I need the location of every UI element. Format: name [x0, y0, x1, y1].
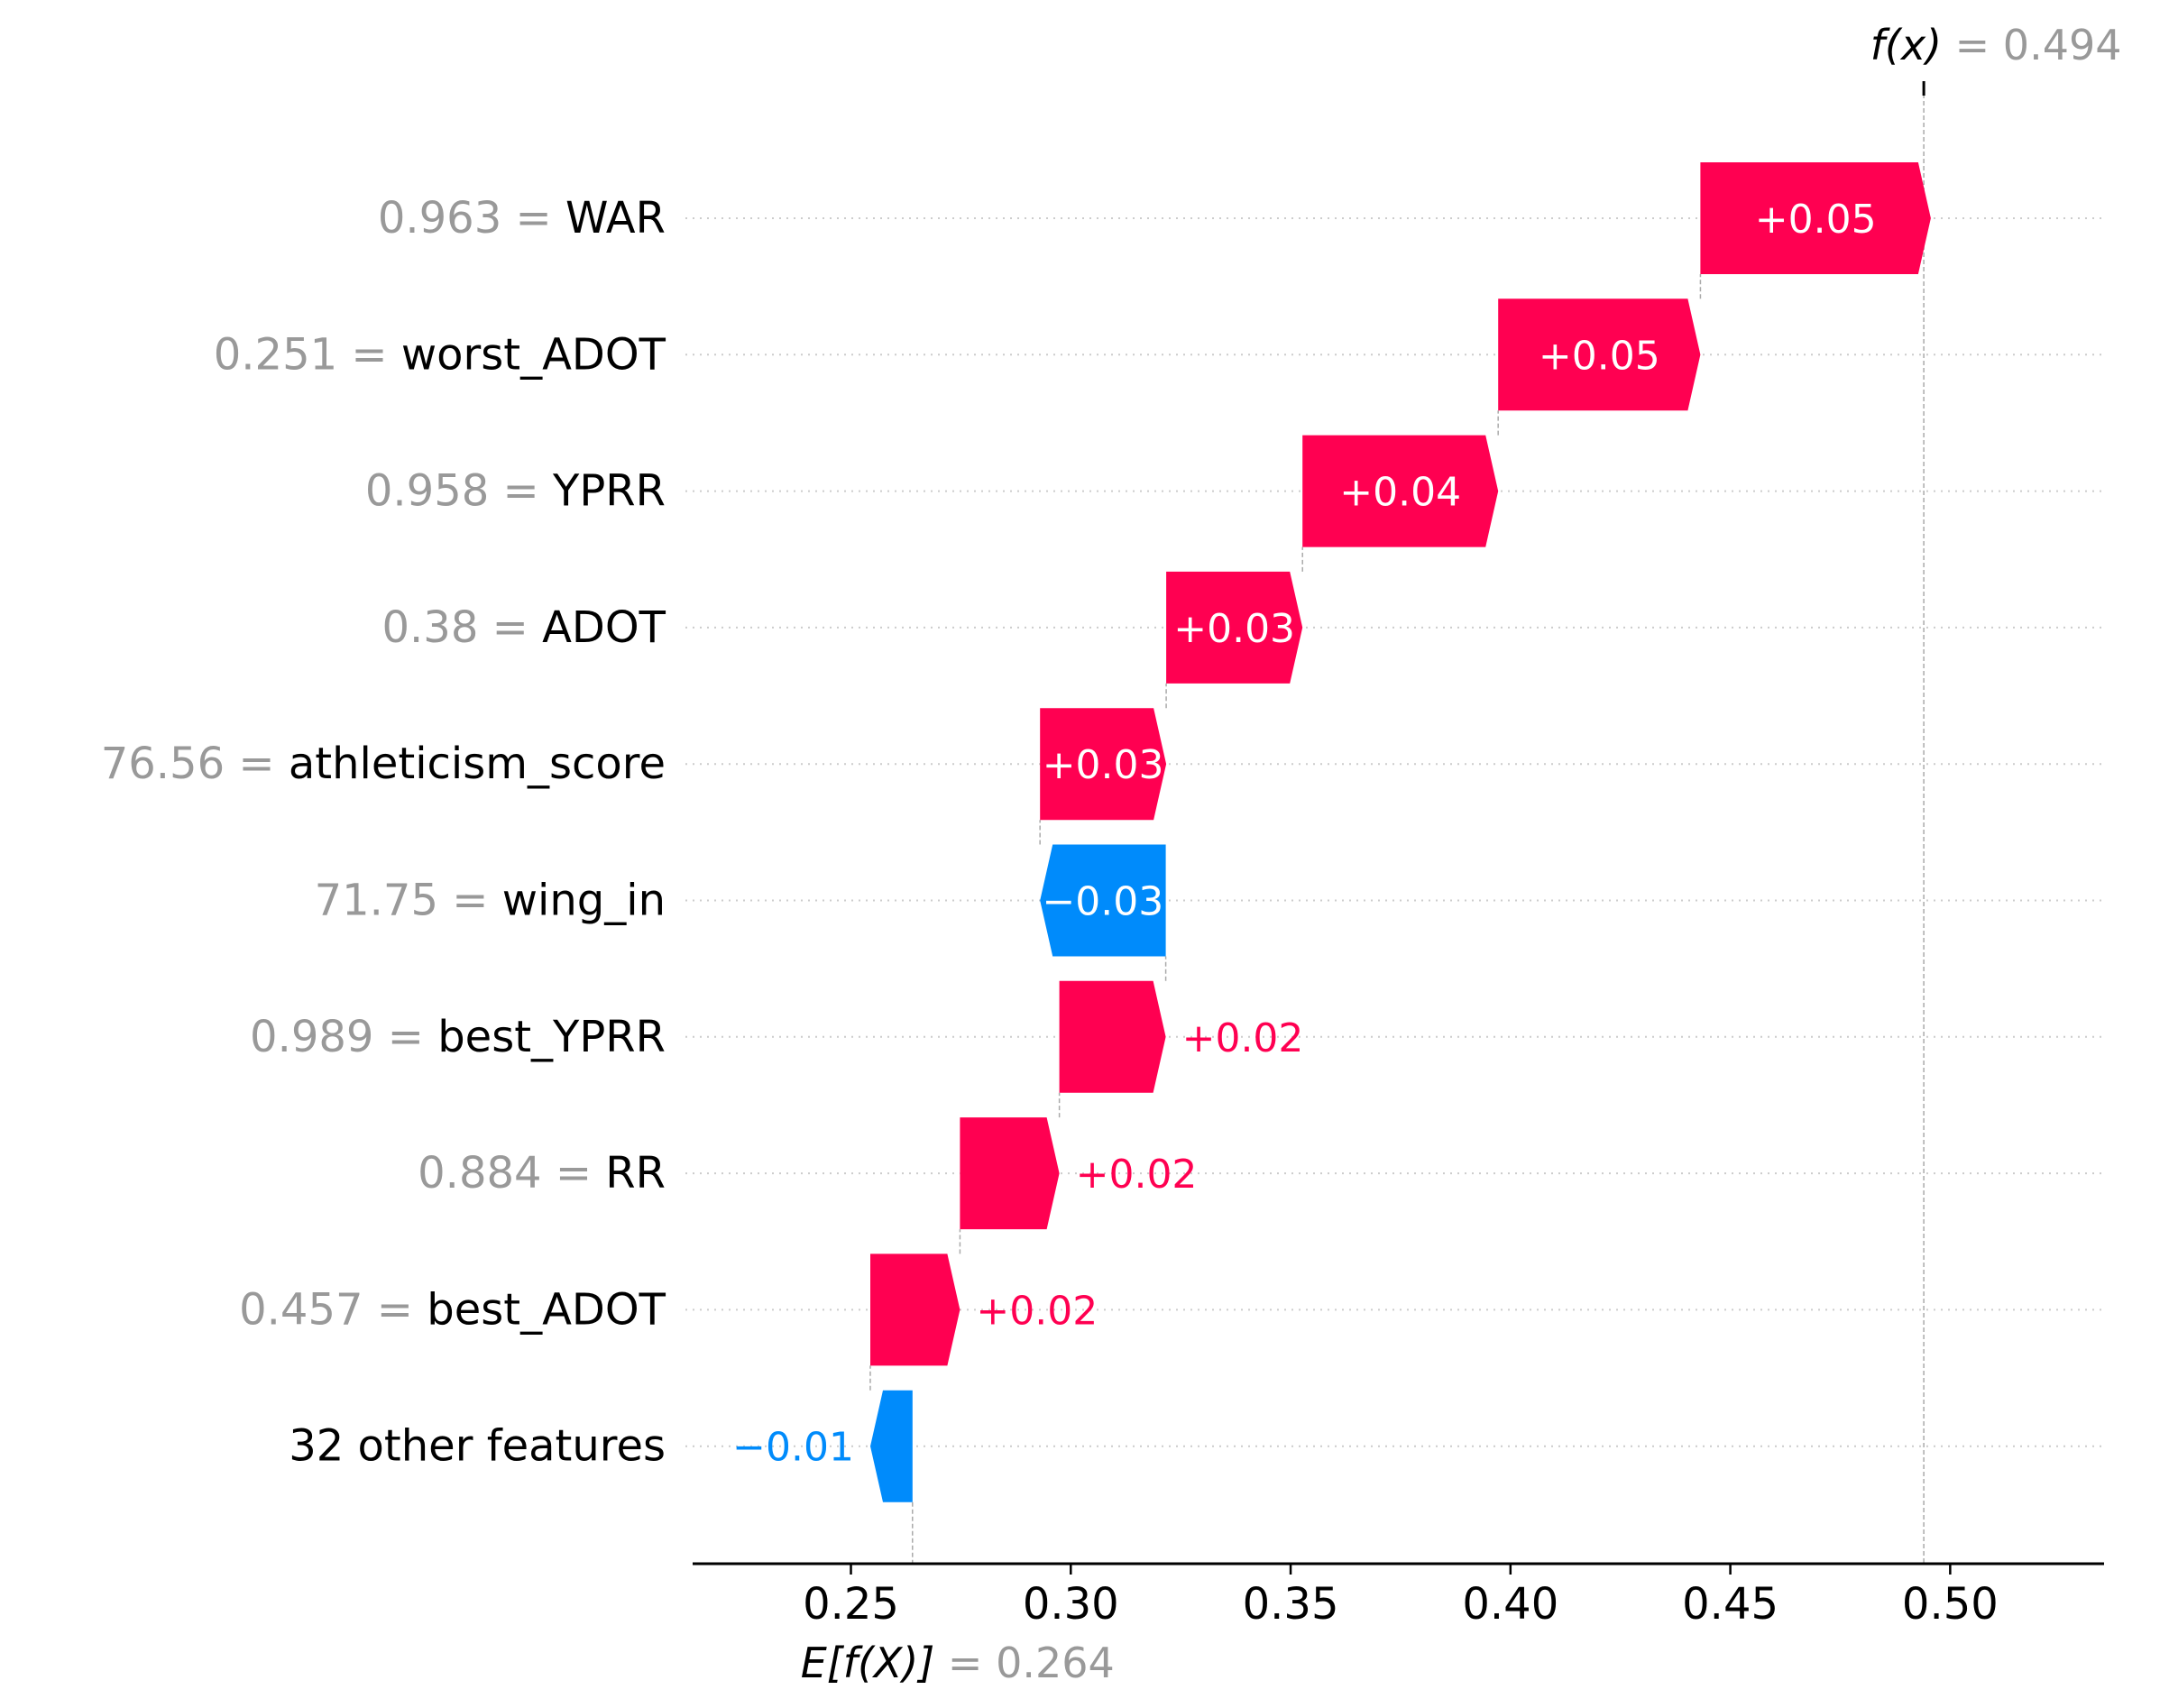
feature-name: best_YPRR [437, 1012, 666, 1062]
negative-bar [1040, 844, 1166, 957]
bar-label: −0.01 [732, 1425, 854, 1471]
feature-name: RR [605, 1148, 666, 1198]
feature-name: worst_ADOT [401, 329, 666, 380]
x-tick-label: 0.25 [803, 1579, 899, 1630]
positive-bar [1166, 571, 1303, 684]
feature-value: 0.251 [214, 329, 337, 380]
positive-bar [1040, 708, 1167, 821]
x-tick-label: 0.50 [1902, 1579, 1999, 1630]
feature-label: 71.75 = wing_in [315, 876, 666, 926]
feature-name: ADOT [542, 602, 666, 653]
bar-label: +0.04 [1339, 470, 1461, 516]
x-tick-label: 0.45 [1682, 1579, 1778, 1630]
positive-bar [960, 1117, 1060, 1230]
feature-label: 0.958 = YPRR [365, 466, 666, 517]
feature-label: 0.884 = RR [418, 1148, 666, 1198]
bar-label: +0.05 [1539, 333, 1660, 379]
feature-value: 0.38 [381, 602, 478, 653]
feature-label: 0.251 = worst_ADOT [214, 329, 666, 380]
connectors [869, 94, 1925, 1564]
positive-bar [1059, 980, 1166, 1093]
feature-name: wing_in [502, 876, 666, 926]
x-tick-label: 0.30 [1023, 1579, 1119, 1630]
positive-bar [1498, 298, 1701, 411]
feature-label: 76.56 = athleticism_score [101, 739, 666, 789]
positive-bar [870, 1253, 960, 1366]
base-label: E[f(X)] [801, 1639, 935, 1687]
base-value-text: = 0.264 [934, 1639, 1114, 1687]
negative-bar [870, 1390, 913, 1502]
annotations: E[f(X)] = 0.264 f(x) = 0.494 [801, 21, 2122, 1687]
positive-bar [1700, 162, 1931, 274]
bar-label: +0.05 [1755, 197, 1877, 243]
feature-value: 0.884 [418, 1148, 541, 1198]
output-label: f(x) [1870, 21, 1942, 69]
feature-label: 32 other features [289, 1421, 666, 1472]
feature-value: 76.56 [101, 739, 225, 789]
bar-label: +0.02 [1182, 1015, 1304, 1061]
feature-label: 0.457 = best_ADOT [239, 1284, 666, 1335]
bar-label: +0.02 [976, 1288, 1098, 1334]
feature-value: 0.958 [365, 466, 489, 517]
feature-name: WAR [565, 193, 666, 243]
feature-name: YPRR [552, 466, 666, 517]
output-value-annotation: f(x) = 0.494 [1870, 21, 2122, 69]
output-value-text: = 0.494 [1942, 21, 2121, 69]
feature-value: 0.963 [378, 193, 501, 243]
bars [870, 162, 1931, 1502]
feature-name: athleticism_score [289, 739, 666, 789]
feature-value: 0.457 [239, 1284, 363, 1335]
x-axis: 0.25 0.30 0.35 0.40 0.45 0.50 [693, 1562, 2104, 1630]
bar-label: +0.02 [1076, 1152, 1198, 1198]
feature-label: 0.989 = best_YPRR [250, 1012, 666, 1062]
bar-labels: +0.05 +0.05 +0.04 +0.03 +0.03 −0.03 +0.02 +0.02… [732, 197, 1876, 1471]
feature-label: 0.38 = ADOT [381, 602, 666, 653]
feature-value: 0.989 [250, 1012, 373, 1062]
x-tick-label: 0.35 [1243, 1579, 1339, 1630]
x-tick-label: 0.40 [1462, 1579, 1558, 1630]
bar-label: +0.03 [1173, 606, 1295, 652]
feature-label: 0.963 = WAR [378, 193, 666, 243]
feature-name: best_ADOT [427, 1284, 666, 1335]
feature-labels: 0.963 = WAR 0.251 = worst_ADOT 0.958 = YPR… [101, 193, 666, 1472]
bar-label: +0.03 [1043, 742, 1164, 788]
feature-value: 71.75 [315, 876, 438, 926]
base-value-annotation: E[f(X)] = 0.264 [801, 1639, 1115, 1687]
feature-name: 32 other features [289, 1421, 666, 1472]
bar-label: −0.03 [1042, 879, 1163, 925]
positive-bar [1302, 435, 1499, 547]
